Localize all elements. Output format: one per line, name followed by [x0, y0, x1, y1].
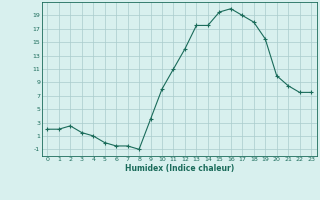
X-axis label: Humidex (Indice chaleur): Humidex (Indice chaleur) [124, 164, 234, 173]
